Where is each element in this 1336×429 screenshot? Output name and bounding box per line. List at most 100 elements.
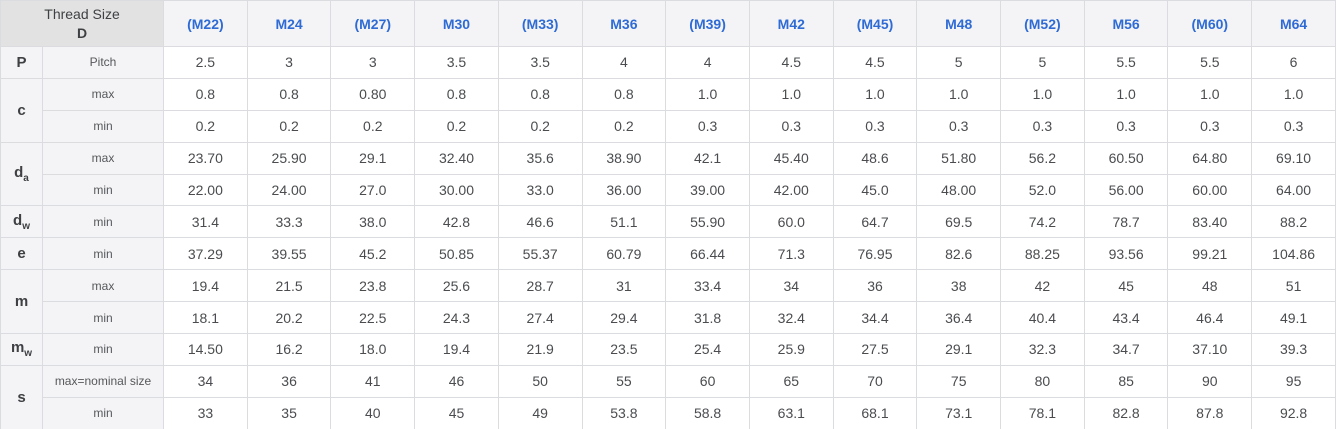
table-cell: 24.00 bbox=[246, 173, 332, 207]
table-cell: 42.1 bbox=[665, 141, 750, 175]
table-cell: 0.2 bbox=[163, 109, 248, 143]
table-cell: 3 bbox=[246, 46, 332, 79]
table-cell: 64.00 bbox=[1251, 173, 1336, 207]
column-header-m24[interactable]: M24 bbox=[246, 0, 332, 47]
table-cell: 4.5 bbox=[832, 46, 918, 79]
table-cell: 35.6 bbox=[497, 141, 583, 175]
column-header-m64[interactable]: M64 bbox=[1251, 0, 1336, 47]
table-cell: 0.8 bbox=[246, 77, 332, 111]
header-row: Thread Size D (M22) M24 (M27) M30 (M33) M36 (M… bbox=[0, 0, 1336, 47]
row-sublabel: max=nominal size bbox=[41, 364, 165, 398]
table-cell: 3 bbox=[330, 46, 416, 79]
column-header-m39[interactable]: (M39) bbox=[665, 0, 750, 47]
table-cell: 1.0 bbox=[748, 77, 834, 111]
column-header-m36[interactable]: M36 bbox=[581, 0, 667, 47]
column-header-m30[interactable]: M30 bbox=[414, 0, 499, 47]
table-cell: 1.0 bbox=[916, 77, 1002, 111]
table-cell: 69.10 bbox=[1251, 141, 1336, 175]
column-header-m27[interactable]: (M27) bbox=[330, 0, 416, 47]
table-cell: 36 bbox=[246, 364, 332, 398]
row-label-mw: mw bbox=[0, 333, 43, 366]
table-cell: 0.3 bbox=[665, 109, 750, 143]
table-cell: 29.1 bbox=[916, 333, 1002, 366]
table-header: Thread Size D (M22) M24 (M27) M30 (M33) M36 (M… bbox=[0, 0, 1336, 47]
table-cell: 45 bbox=[1083, 269, 1169, 303]
table-cell: 60.0 bbox=[748, 205, 834, 239]
table-cell: 25.6 bbox=[414, 269, 499, 303]
table-cell: 16.2 bbox=[246, 333, 332, 366]
column-header-m22[interactable]: (M22) bbox=[163, 0, 248, 47]
table-cell: 19.4 bbox=[163, 269, 248, 303]
table-cell: 93.56 bbox=[1083, 237, 1169, 271]
column-header-m56[interactable]: M56 bbox=[1083, 0, 1169, 47]
table-cell: 99.21 bbox=[1167, 237, 1253, 271]
row-sublabel: max bbox=[41, 269, 165, 303]
table-cell: 40.4 bbox=[1000, 301, 1085, 335]
table-cell: 37.10 bbox=[1167, 333, 1253, 366]
table-cell: 45.2 bbox=[330, 237, 416, 271]
table-cell: 36.00 bbox=[581, 173, 667, 207]
column-header-m45[interactable]: (M45) bbox=[832, 0, 918, 47]
table-cell: 55.90 bbox=[665, 205, 750, 239]
table-cell: 4 bbox=[665, 46, 750, 79]
table-cell: 45.0 bbox=[832, 173, 918, 207]
table-cell: 34.7 bbox=[1083, 333, 1169, 366]
table-cell: 36 bbox=[832, 269, 918, 303]
row-sublabel: Pitch bbox=[41, 46, 165, 79]
table-cell: 18.0 bbox=[330, 333, 416, 366]
table-cell: 45.40 bbox=[748, 141, 834, 175]
table-cell: 25.4 bbox=[665, 333, 750, 366]
table-cell: 39.3 bbox=[1251, 333, 1336, 366]
column-header-m48[interactable]: M48 bbox=[916, 0, 1002, 47]
table-cell: 30.00 bbox=[414, 173, 499, 207]
table-row: e min 37.29 39.55 45.2 50.85 55.37 60.79 66.44 71… bbox=[0, 237, 1336, 271]
column-header-m52[interactable]: (M52) bbox=[1000, 0, 1085, 47]
table-cell: 33.3 bbox=[246, 205, 332, 239]
column-header-m33[interactable]: (M33) bbox=[497, 0, 583, 47]
table-cell: 25.9 bbox=[748, 333, 834, 366]
table-cell: 42.00 bbox=[748, 173, 834, 207]
row-sublabel: min bbox=[41, 173, 165, 207]
table-cell: 25.90 bbox=[246, 141, 332, 175]
table-cell: 50.85 bbox=[414, 237, 499, 271]
table-cell: 48.6 bbox=[832, 141, 918, 175]
table-cell: 42 bbox=[1000, 269, 1085, 303]
row-sublabel: min bbox=[41, 237, 165, 271]
row-sublabel: min bbox=[41, 333, 165, 366]
table-cell: 56.00 bbox=[1083, 173, 1169, 207]
table-cell: 32.40 bbox=[414, 141, 499, 175]
table-cell: 23.5 bbox=[581, 333, 667, 366]
table-cell: 76.95 bbox=[832, 237, 918, 271]
table-cell: 34.4 bbox=[832, 301, 918, 335]
column-header-m42[interactable]: M42 bbox=[748, 0, 834, 47]
table-cell: 0.3 bbox=[832, 109, 918, 143]
table-cell: 60.79 bbox=[581, 237, 667, 271]
table-cell: 73.1 bbox=[916, 396, 1002, 429]
table-cell: 87.8 bbox=[1167, 396, 1253, 429]
table-cell: 38.90 bbox=[581, 141, 667, 175]
table-cell: 27.0 bbox=[330, 173, 416, 207]
table-row: min 22.00 24.00 27.0 30.00 33.0 36.00 39.00 42.0… bbox=[1, 173, 1336, 207]
table-cell: 63.1 bbox=[748, 396, 834, 429]
table-cell: 27.5 bbox=[832, 333, 918, 366]
table-cell: 4.5 bbox=[748, 46, 834, 79]
table-cell: 85 bbox=[1083, 364, 1169, 398]
table-cell: 49 bbox=[497, 396, 583, 429]
table-row: m max 19.4 21.5 23.8 25.6 28.7 31 33.4 34 36 38 42 45… bbox=[0, 269, 1336, 335]
table-cell: 51 bbox=[1251, 269, 1336, 303]
table-cell: 71.3 bbox=[748, 237, 834, 271]
row-label-m: m bbox=[0, 269, 43, 335]
table-cell: 104.86 bbox=[1251, 237, 1336, 271]
table-cell: 6 bbox=[1251, 46, 1336, 79]
table-row: s max=nominal size 34 36 41 46 50 55 60 65 70 75 80 8… bbox=[0, 364, 1336, 429]
column-header-m60[interactable]: (M60) bbox=[1167, 0, 1253, 47]
table-cell: 75 bbox=[916, 364, 1002, 398]
table-cell: 0.2 bbox=[414, 109, 499, 143]
table-cell: 0.2 bbox=[581, 109, 667, 143]
table-cell: 33.4 bbox=[665, 269, 750, 303]
table-cell: 1.0 bbox=[1167, 77, 1253, 111]
row-label-e: e bbox=[0, 237, 43, 271]
table-cell: 82.6 bbox=[916, 237, 1002, 271]
table-cell: 78.1 bbox=[1000, 396, 1085, 429]
row-sublabel: min bbox=[41, 205, 165, 239]
